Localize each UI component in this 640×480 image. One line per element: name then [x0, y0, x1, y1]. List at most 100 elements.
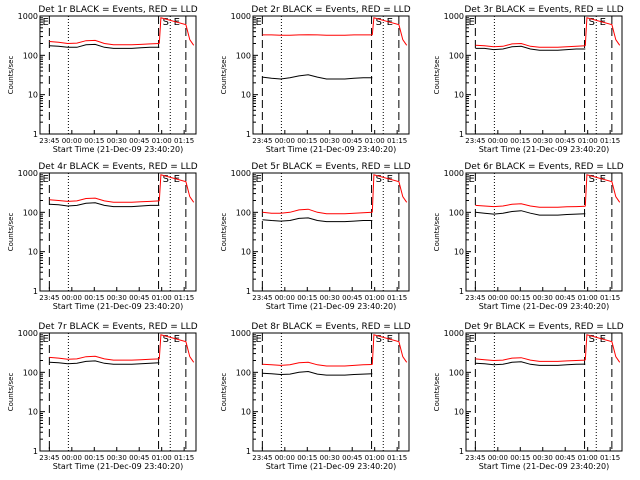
event-marker-label: E	[469, 17, 475, 28]
panel-title: Det 1r BLACK = Events, RED = LLD	[38, 5, 197, 15]
series-line-events	[49, 43, 160, 49]
series-line-lld	[49, 197, 160, 203]
lld-spike-line	[584, 174, 621, 207]
lld-spike-line	[584, 17, 621, 46]
y-tick-label: 1	[459, 447, 464, 456]
y-tick-label: 1	[33, 287, 38, 296]
series-line-lld	[475, 357, 586, 362]
x-axis-label: Start Time (21-Dec-09 23:40:20)	[53, 462, 184, 471]
lld-spike-line	[371, 17, 408, 46]
x-tick-label: 00:00	[488, 454, 508, 462]
x-tick-label: 01:15	[387, 137, 407, 145]
x-tick-label: 23:45	[39, 294, 59, 302]
y-tick-label: 10	[454, 408, 464, 417]
series-line-lld	[49, 355, 160, 361]
x-axis-label: Start Time (21-Dec-09 23:40:20)	[479, 462, 610, 471]
plot-area	[252, 15, 410, 135]
lld-spike-line	[371, 334, 408, 365]
lld-spike-line	[158, 334, 195, 363]
x-tick-label: 01:15	[600, 137, 620, 145]
y-tick-label: 1000	[18, 169, 38, 178]
event-marker-label: S	[376, 334, 382, 345]
x-tick-label: 01:00	[578, 294, 598, 302]
x-tick-label: 00:15	[297, 137, 317, 145]
y-tick-label: 1	[246, 130, 251, 139]
event-marker-label: S	[589, 174, 595, 185]
detector-panel-9: Det 9r BLACK = Events, RED = LLD 1 10 100 10…	[433, 322, 624, 471]
x-axis-label: Start Time (21-Dec-09 23:40:20)	[479, 145, 610, 154]
x-tick-label: 00:00	[62, 454, 82, 462]
x-tick-label: 00:45	[129, 137, 149, 145]
x-tick-label: 00:30	[320, 137, 340, 145]
y-tick-label: 1	[33, 447, 38, 456]
x-axis-label: Start Time (21-Dec-09 23:40:20)	[53, 302, 184, 311]
event-marker-label: S	[589, 334, 595, 345]
event-marker-label: S	[163, 334, 169, 345]
y-tick-label: 100	[23, 368, 38, 377]
event-marker-label: E	[469, 334, 475, 345]
x-axis-label: Start Time (21-Dec-09 23:40:20)	[266, 145, 397, 154]
x-tick-label: 00:45	[555, 454, 575, 462]
series-line-lld	[49, 39, 160, 46]
series-line-lld	[475, 42, 586, 48]
x-tick-label: 01:00	[365, 454, 385, 462]
x-tick-label: 00:30	[533, 137, 553, 145]
y-tick-label: 100	[23, 208, 38, 217]
event-marker-label: S	[163, 17, 169, 28]
x-axis-label: Start Time (21-Dec-09 23:40:20)	[266, 462, 397, 471]
detector-panel-3: Det 3r BLACK = Events, RED = LLD 1 10 100 10…	[433, 5, 624, 154]
panel-title: Det 4r BLACK = Events, RED = LLD	[38, 162, 197, 172]
x-tick-label: 00:15	[297, 294, 317, 302]
series-line-lld	[475, 203, 586, 208]
x-tick-label: 01:15	[174, 137, 194, 145]
y-tick-label: 1000	[18, 12, 38, 21]
y-tick-label: 10	[454, 91, 464, 100]
event-marker-label: E	[256, 334, 262, 345]
x-tick-label: 00:00	[62, 294, 82, 302]
panel-title: Det 9r BLACK = Events, RED = LLD	[464, 322, 623, 332]
event-marker-label: E	[43, 334, 49, 345]
x-tick-label: 00:15	[84, 454, 104, 462]
y-tick-label: 1000	[231, 169, 251, 178]
event-marker-label: S	[163, 174, 169, 185]
event-marker-label: E	[256, 174, 262, 185]
x-tick-label: 01:15	[387, 294, 407, 302]
panel-title: Det 6r BLACK = Events, RED = LLD	[464, 162, 623, 172]
y-tick-label: 1000	[231, 12, 251, 21]
series-line-lld	[262, 361, 373, 367]
x-tick-label: 01:15	[600, 294, 620, 302]
y-axis-label: Counts/sec	[433, 56, 441, 95]
series-line-lld	[262, 34, 373, 36]
x-axis-label: Start Time (21-Dec-09 23:40:20)	[266, 302, 397, 311]
y-tick-label: 100	[236, 51, 251, 60]
x-tick-label: 00:00	[488, 294, 508, 302]
panel-title: Det 7r BLACK = Events, RED = LLD	[38, 322, 197, 332]
detector-panel-8: Det 8r BLACK = Events, RED = LLD 1 10 100 10…	[220, 322, 411, 471]
x-tick-label: 23:45	[39, 454, 59, 462]
y-axis-label: Counts/sec	[220, 56, 228, 95]
x-tick-label: 01:00	[578, 137, 598, 145]
y-tick-label: 10	[241, 91, 251, 100]
plot-area	[39, 332, 197, 452]
event-marker-label: S	[376, 174, 382, 185]
detector-panel-6: Det 6r BLACK = Events, RED = LLD 1 10 100 10…	[433, 162, 624, 311]
x-tick-label: 23:45	[465, 294, 485, 302]
plot-area	[465, 172, 623, 292]
x-tick-label: 00:45	[342, 454, 362, 462]
detector-panel-1: Det 1r BLACK = Events, RED = LLD 1 10 100 10…	[7, 5, 198, 154]
y-tick-label: 1	[459, 287, 464, 296]
detector-panel-4: Det 4r BLACK = Events, RED = LLD 1 10 100 10…	[7, 162, 198, 311]
series-line-events	[49, 202, 160, 208]
x-tick-label: 00:00	[275, 137, 295, 145]
y-tick-label: 100	[23, 51, 38, 60]
series-line-events	[49, 360, 160, 365]
event-marker-label: E	[469, 174, 475, 185]
series-line-events	[475, 210, 586, 216]
x-tick-label: 01:00	[152, 137, 172, 145]
x-tick-label: 00:30	[320, 454, 340, 462]
x-tick-label: 01:00	[365, 294, 385, 302]
detector-panel-5: Det 5r BLACK = Events, RED = LLD 1 10 100 10…	[220, 162, 411, 311]
y-tick-label: 100	[236, 208, 251, 217]
x-axis-label: Start Time (21-Dec-09 23:40:20)	[53, 145, 184, 154]
x-tick-label: 00:45	[129, 294, 149, 302]
